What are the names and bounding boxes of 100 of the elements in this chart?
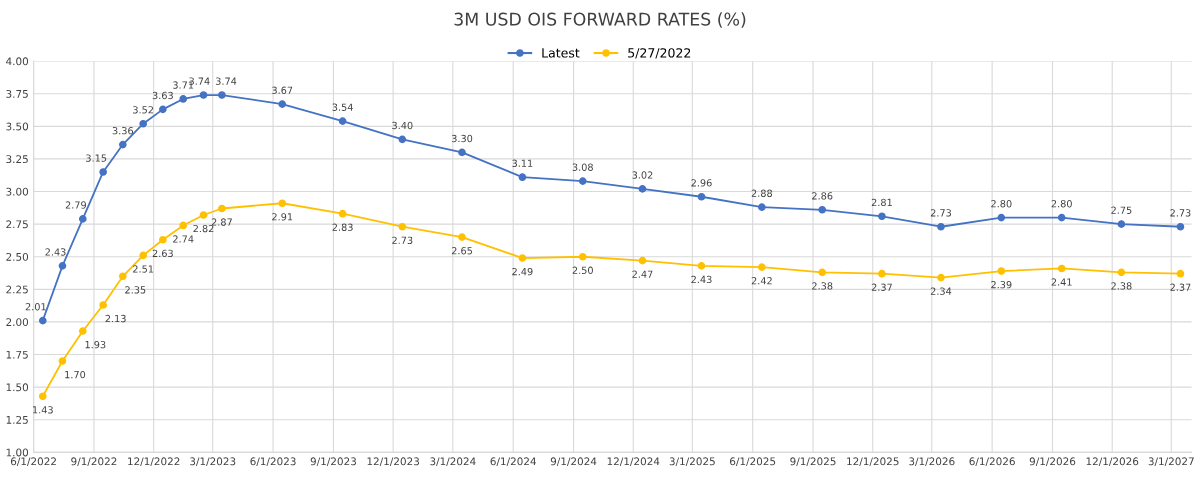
point xyxy=(139,119,147,128)
point xyxy=(38,392,47,401)
point xyxy=(878,269,886,278)
data-label: 3.67 xyxy=(272,86,293,94)
point xyxy=(578,177,587,185)
point xyxy=(199,211,208,219)
data-label: 2.80 xyxy=(1051,200,1072,208)
data-label: 3.11 xyxy=(512,159,533,167)
point xyxy=(338,117,347,125)
x-tick-label: 6/1/2024 xyxy=(490,457,537,467)
point xyxy=(638,185,647,193)
point xyxy=(398,222,407,231)
data-label: 2.73 xyxy=(930,209,952,217)
data-label: 2.81 xyxy=(871,198,892,207)
data-label: 3.36 xyxy=(112,127,134,135)
data-label: 2.43 xyxy=(45,248,66,256)
data-label: 3.63 xyxy=(152,91,173,100)
point xyxy=(199,91,208,99)
point xyxy=(38,316,47,325)
x-tick-label: 12/1/2022 xyxy=(128,457,180,467)
y-tick-label: 2.50 xyxy=(6,252,29,261)
legend-label: 5/27/2022 xyxy=(628,48,691,59)
point xyxy=(1117,220,1126,228)
point xyxy=(758,263,766,271)
data-label: 2.86 xyxy=(812,192,833,200)
point xyxy=(518,173,527,182)
y-tick-label: 3.00 xyxy=(6,187,29,196)
point xyxy=(997,267,1006,275)
point xyxy=(159,235,167,244)
y-tick-label: 1.75 xyxy=(6,350,28,359)
data-label: 3.74 xyxy=(215,77,237,85)
x-tick-label: 9/1/2026 xyxy=(1029,457,1076,467)
y-tick-label: 2.75 xyxy=(6,220,28,229)
data-label: 2.75 xyxy=(1111,206,1132,214)
point xyxy=(1176,269,1185,278)
point xyxy=(58,357,67,365)
data-label: 2.88 xyxy=(751,189,773,197)
data-label: 2.42 xyxy=(751,277,772,285)
point xyxy=(1057,264,1066,273)
point xyxy=(159,105,167,114)
x-tick-label: 6/1/2022 xyxy=(10,457,56,467)
data-label: 3.30 xyxy=(451,134,473,143)
point xyxy=(218,91,226,99)
data-label: 2.80 xyxy=(991,200,1012,208)
point xyxy=(99,301,107,309)
point xyxy=(398,135,407,144)
point xyxy=(278,199,287,208)
point xyxy=(119,140,127,149)
data-label: 3.40 xyxy=(392,121,413,130)
point xyxy=(937,222,945,231)
data-label: 2.01 xyxy=(25,303,46,311)
data-label: 3.08 xyxy=(572,163,593,171)
x-tick-label: 6/1/2026 xyxy=(969,457,1015,467)
x-tick-label: 9/1/2024 xyxy=(550,457,597,467)
point xyxy=(338,209,347,218)
point xyxy=(758,203,766,211)
point xyxy=(78,215,87,223)
x-tick-label: 12/1/2025 xyxy=(847,457,899,467)
y-tick-label: 1.50 xyxy=(6,383,29,392)
point xyxy=(997,213,1006,222)
y-tick-label: 1.00 xyxy=(6,448,29,457)
data-label: 2.38 xyxy=(812,282,833,290)
data-label: 2.49 xyxy=(512,267,533,276)
point xyxy=(179,95,188,103)
x-tick-label: 12/1/2026 xyxy=(1086,457,1139,467)
data-label: 2.47 xyxy=(632,270,653,278)
data-label: 3.54 xyxy=(332,103,353,111)
point xyxy=(139,251,147,260)
data-label: 2.63 xyxy=(152,249,173,258)
x-tick-label: 3/1/2027 xyxy=(1148,457,1194,467)
data-label: 2.73 xyxy=(1170,209,1191,217)
data-label: 2.51 xyxy=(133,265,154,273)
data-label: 3.52 xyxy=(133,106,154,114)
y-tick-label: 3.75 xyxy=(6,89,28,98)
point xyxy=(937,273,945,282)
data-label: 2.82 xyxy=(193,224,214,233)
x-tick-label: 3/1/2025 xyxy=(669,457,715,467)
y-tick-label: 3.25 xyxy=(6,155,28,164)
point xyxy=(638,256,647,265)
point xyxy=(119,272,127,281)
data-label: 2.74 xyxy=(173,235,194,243)
data-label: 2.37 xyxy=(871,283,892,291)
point xyxy=(818,205,827,214)
point xyxy=(878,212,886,221)
x-tick-label: 6/1/2025 xyxy=(730,457,776,467)
point xyxy=(458,233,466,241)
data-label: 2.39 xyxy=(991,280,1012,289)
data-label: 2.43 xyxy=(691,275,712,284)
point xyxy=(58,262,67,270)
x-tick-label: 9/1/2023 xyxy=(310,457,356,467)
point xyxy=(818,268,827,277)
y-tick-label: 3.50 xyxy=(6,122,29,131)
data-label: 2.35 xyxy=(125,286,146,294)
data-label: 1.43 xyxy=(33,406,53,414)
data-label: 2.38 xyxy=(1111,282,1132,290)
y-tick-label: 2.25 xyxy=(6,285,28,294)
point xyxy=(518,254,527,262)
point xyxy=(1117,268,1126,277)
x-tick-label: 12/1/2023 xyxy=(367,457,420,467)
data-label: 2.13 xyxy=(105,314,126,323)
